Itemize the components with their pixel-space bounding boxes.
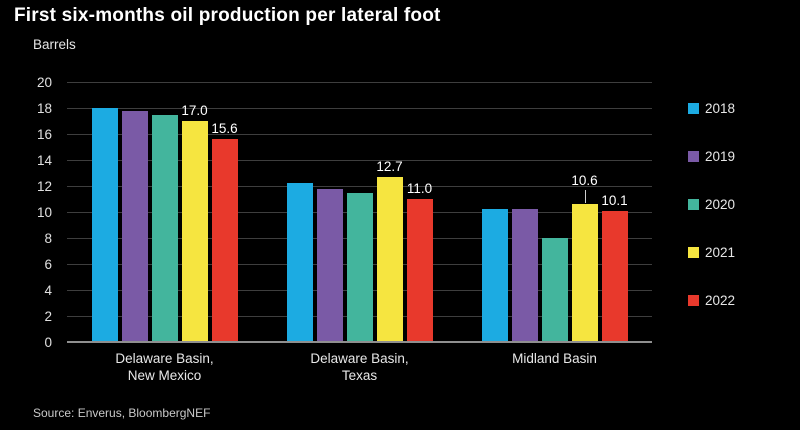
y-axis-tick-label: 6 [44,256,52,272]
zero-baseline [67,341,652,343]
bar-2020 [541,238,568,342]
legend-label: 2018 [705,100,736,116]
legend-item-2018: 2018 [688,100,735,116]
category-label-line: New Mexico [127,368,202,383]
bar-2019 [316,188,343,342]
legend-swatch-icon [688,150,699,162]
bar-2019 [121,110,148,342]
bar-value-label: 15.6 [211,121,238,137]
legend-swatch-icon [688,198,699,210]
bar-2022 [406,199,433,342]
y-axis-tick-label: 10 [36,204,52,220]
category-label-line: Texas [341,368,378,383]
category-label-line: Delaware Basin, [310,351,409,366]
gridline [67,159,652,161]
bar-value-label: 11.0 [406,181,433,196]
plot-area: 17.0 15.6 12.7 11.0 10.6 10.1 [67,81,652,343]
y-axis-tick-label: 12 [36,178,52,194]
legend-label: 2022 [705,292,736,308]
bar-2018 [286,183,313,342]
bar-2021 [181,121,208,342]
gridline [67,185,652,187]
bar-2021 [571,204,598,342]
legend-swatch-icon [688,246,699,258]
gridline [67,81,652,83]
bar-2022 [601,210,628,342]
y-axis-tick-label: 20 [36,74,52,90]
legend-swatch-icon [688,294,699,306]
y-axis-tick-labels: 0 2 4 6 8 10 12 14 16 18 20 [0,75,52,350]
category-label: Midland Basin [457,350,652,367]
gridline [67,133,652,135]
bar-2022 [211,139,238,342]
legend-item-2022: 2022 [688,292,735,308]
y-axis-tick-label: 4 [44,282,52,298]
x-axis-category-labels: Delaware Basin, New Mexico Delaware Basin,… [67,350,652,390]
bar-2018 [481,209,508,342]
y-axis-unit-label: Barrels [33,37,76,52]
bar-2021 [376,176,403,342]
bar-2020 [151,114,178,342]
legend-item-2020: 2020 [688,196,735,212]
label-leader-line [584,190,586,204]
y-axis-tick-label: 14 [36,152,52,168]
category-label: Delaware Basin, Texas [262,350,457,384]
gridline [67,107,652,109]
bar-value-label: 10.6 [571,173,598,189]
legend-label: 2020 [705,196,736,212]
source-note: Source: Enverus, BloombergNEF [33,406,211,420]
legend-swatch-icon [688,102,699,114]
legend-item-2021: 2021 [688,244,735,260]
category-label-line: Delaware Basin, [115,351,214,366]
bar-2018 [91,108,118,342]
y-axis-tick-label: 0 [44,334,52,350]
bar-value-label: 10.1 [601,192,628,208]
bar-value-label: 12.7 [376,158,403,174]
category-label-line: Midland Basin [512,351,597,366]
legend-label: 2019 [705,148,736,164]
bar-value-label: 17.0 [181,103,208,118]
category-label: Delaware Basin, New Mexico [67,350,262,384]
y-axis-tick-label: 16 [36,126,52,142]
legend-item-2019: 2019 [688,148,735,164]
y-axis-tick-label: 8 [44,230,52,246]
legend-label: 2021 [705,244,736,260]
bar-2019 [511,209,538,342]
y-axis-tick-label: 18 [36,100,52,116]
y-axis-tick-label: 2 [44,308,52,324]
chart-title: First six-months oil production per late… [14,5,441,26]
bar-2020 [346,192,373,342]
